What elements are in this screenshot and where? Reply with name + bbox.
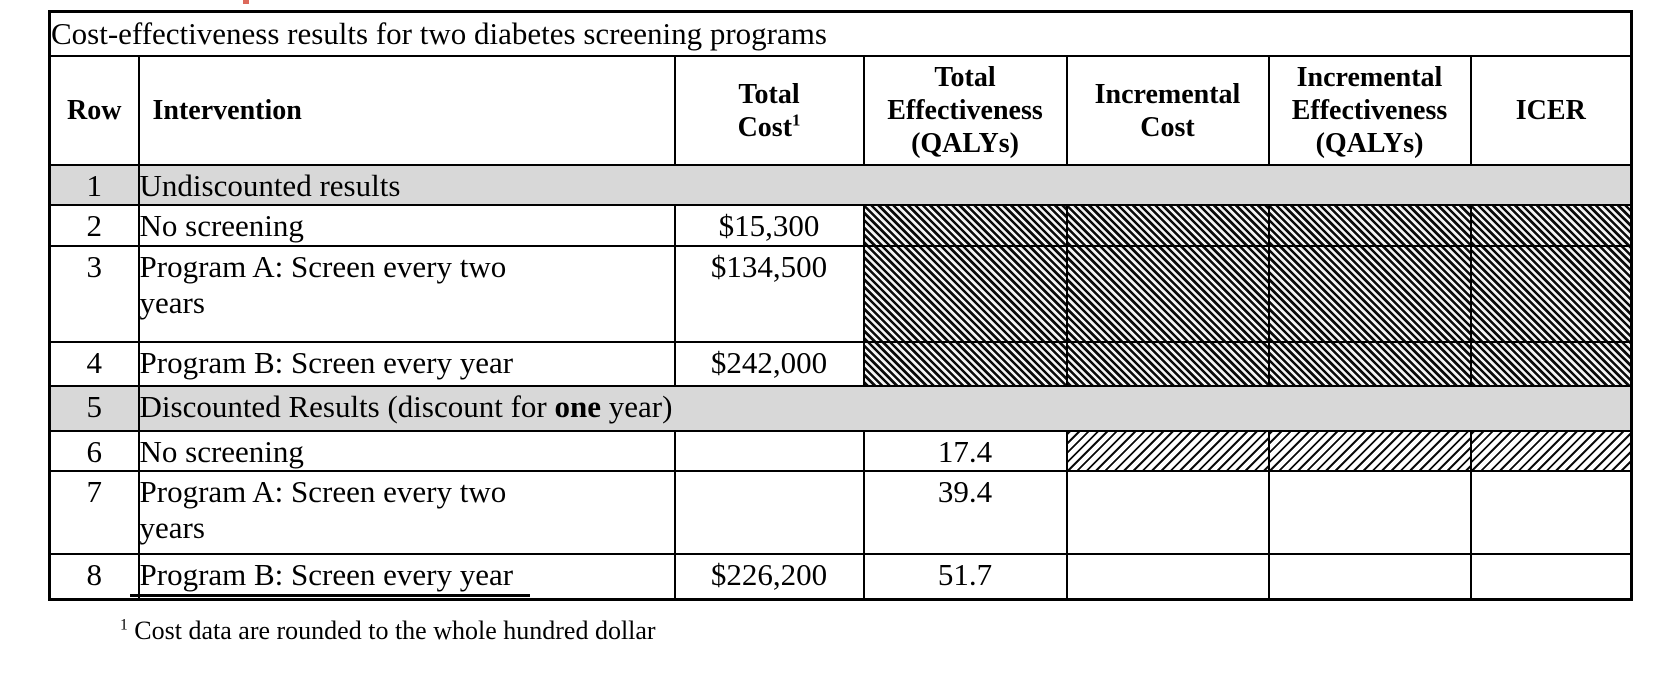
- incremental-effectiveness-cell: [1267, 470, 1472, 556]
- hatched-cell: [1267, 430, 1472, 473]
- column-header-total-effectiveness: Total Effectiveness (QALYs): [862, 54, 1068, 167]
- hatched-cell: [1267, 204, 1472, 248]
- hatched-cell: [1267, 341, 1472, 388]
- total-effectiveness-cell: 17.4: [862, 430, 1068, 473]
- hatched-cell: [1469, 204, 1633, 248]
- column-header-row: Row: [48, 54, 140, 167]
- footnote-separator: [130, 594, 530, 597]
- red-artifact-mark: [243, 0, 249, 4]
- total-cost-label-line1: Total: [738, 78, 800, 110]
- row-number: 8: [48, 553, 140, 601]
- total-effectiveness-cell: 51.7: [862, 553, 1068, 601]
- total-cost-cell: $242,000: [673, 341, 865, 388]
- intervention-cell: Program B: Screen every year: [137, 553, 676, 601]
- table-row: 6 No screening 17.4: [48, 430, 1633, 473]
- row-number: 1: [48, 164, 140, 207]
- incremental-cost-cell: [1065, 470, 1270, 556]
- hatched-cell: [1469, 430, 1633, 473]
- total-effectiveness-cell: 39.4: [862, 470, 1068, 556]
- intervention-cell: Program A: Screen every two years: [137, 470, 676, 556]
- hatched-cell: [1469, 245, 1633, 344]
- hatched-cell: [862, 204, 1068, 248]
- table-row: 2 No screening $15,300: [48, 204, 1633, 248]
- total-cost-footnote-marker: 1: [792, 110, 801, 130]
- incremental-cost-cell: [1065, 553, 1270, 601]
- icer-cell: [1469, 470, 1633, 556]
- table-row: 8 Program B: Screen every year $226,200 …: [48, 553, 1633, 601]
- table-row: 4 Program B: Screen every year $242,000: [48, 341, 1633, 388]
- footnote-marker: 1: [120, 616, 128, 634]
- total-cost-cell: $226,200: [673, 553, 865, 601]
- section-label-prefix: Discounted Results (discount for: [139, 389, 555, 425]
- footnote: 1 Cost data are rounded to the whole hun…: [120, 616, 656, 646]
- hatched-cell: [1065, 204, 1270, 248]
- table-row: 7 Program A: Screen every two years 39.4: [48, 470, 1633, 556]
- intervention-cell: Program B: Screen every year: [137, 341, 676, 388]
- section-label-bold-word: one: [554, 389, 602, 425]
- hatched-cell: [1469, 341, 1633, 388]
- column-header-icer: ICER: [1469, 54, 1633, 167]
- column-header-total-cost: Total Cost1: [673, 54, 865, 167]
- table-header-row: Row Intervention Total Cost1 Total Effect…: [48, 54, 1633, 167]
- row-number: 4: [48, 341, 140, 388]
- hatched-cell: [1267, 245, 1472, 344]
- total-cost-cell: [673, 430, 865, 473]
- incremental-effectiveness-cell: [1267, 553, 1472, 601]
- cost-effectiveness-table: Cost-effectiveness results for two diabe…: [48, 10, 1634, 602]
- total-cost-cell: $134,500: [673, 245, 865, 344]
- table-row: 3 Program A: Screen every two years $134…: [48, 245, 1633, 344]
- row-number: 6: [48, 430, 140, 473]
- intervention-cell: No screening: [137, 204, 676, 248]
- total-cost-cell: $15,300: [673, 204, 865, 248]
- icer-cell: [1469, 553, 1633, 601]
- hatched-cell: [1065, 341, 1270, 388]
- row-number: 5: [48, 385, 140, 433]
- hatched-cell: [1065, 430, 1270, 473]
- column-header-incremental-effectiveness: Incremental Effectiveness (QALYs): [1267, 54, 1472, 167]
- row-number: 7: [48, 470, 140, 556]
- section-row-undiscounted: 1 Undiscounted results: [48, 164, 1633, 207]
- column-header-intervention: Intervention: [137, 54, 676, 167]
- hatched-cell: [1065, 245, 1270, 344]
- total-cost-cell: [673, 470, 865, 556]
- intervention-cell: Program A: Screen every two years: [137, 245, 676, 344]
- total-cost-label-line2: Cost: [737, 111, 793, 143]
- table-title: Cost-effectiveness results for two diabe…: [48, 10, 1633, 57]
- hatched-cell: [862, 245, 1068, 344]
- row-number: 3: [48, 245, 140, 344]
- section-row-discounted: 5 Discounted Results (discount for one y…: [48, 385, 1633, 433]
- column-header-incremental-cost: Incremental Cost: [1065, 54, 1270, 167]
- hatched-cell: [862, 341, 1068, 388]
- intervention-cell: No screening: [137, 430, 676, 473]
- section-label-undiscounted: Undiscounted results: [137, 164, 1633, 207]
- section-label-suffix: year): [601, 389, 673, 425]
- footnote-text: Cost data are rounded to the whole hundr…: [127, 616, 656, 645]
- section-label-discounted: Discounted Results (discount for one yea…: [137, 385, 1633, 433]
- row-number: 2: [48, 204, 140, 248]
- table-title-row: Cost-effectiveness results for two diabe…: [48, 10, 1633, 57]
